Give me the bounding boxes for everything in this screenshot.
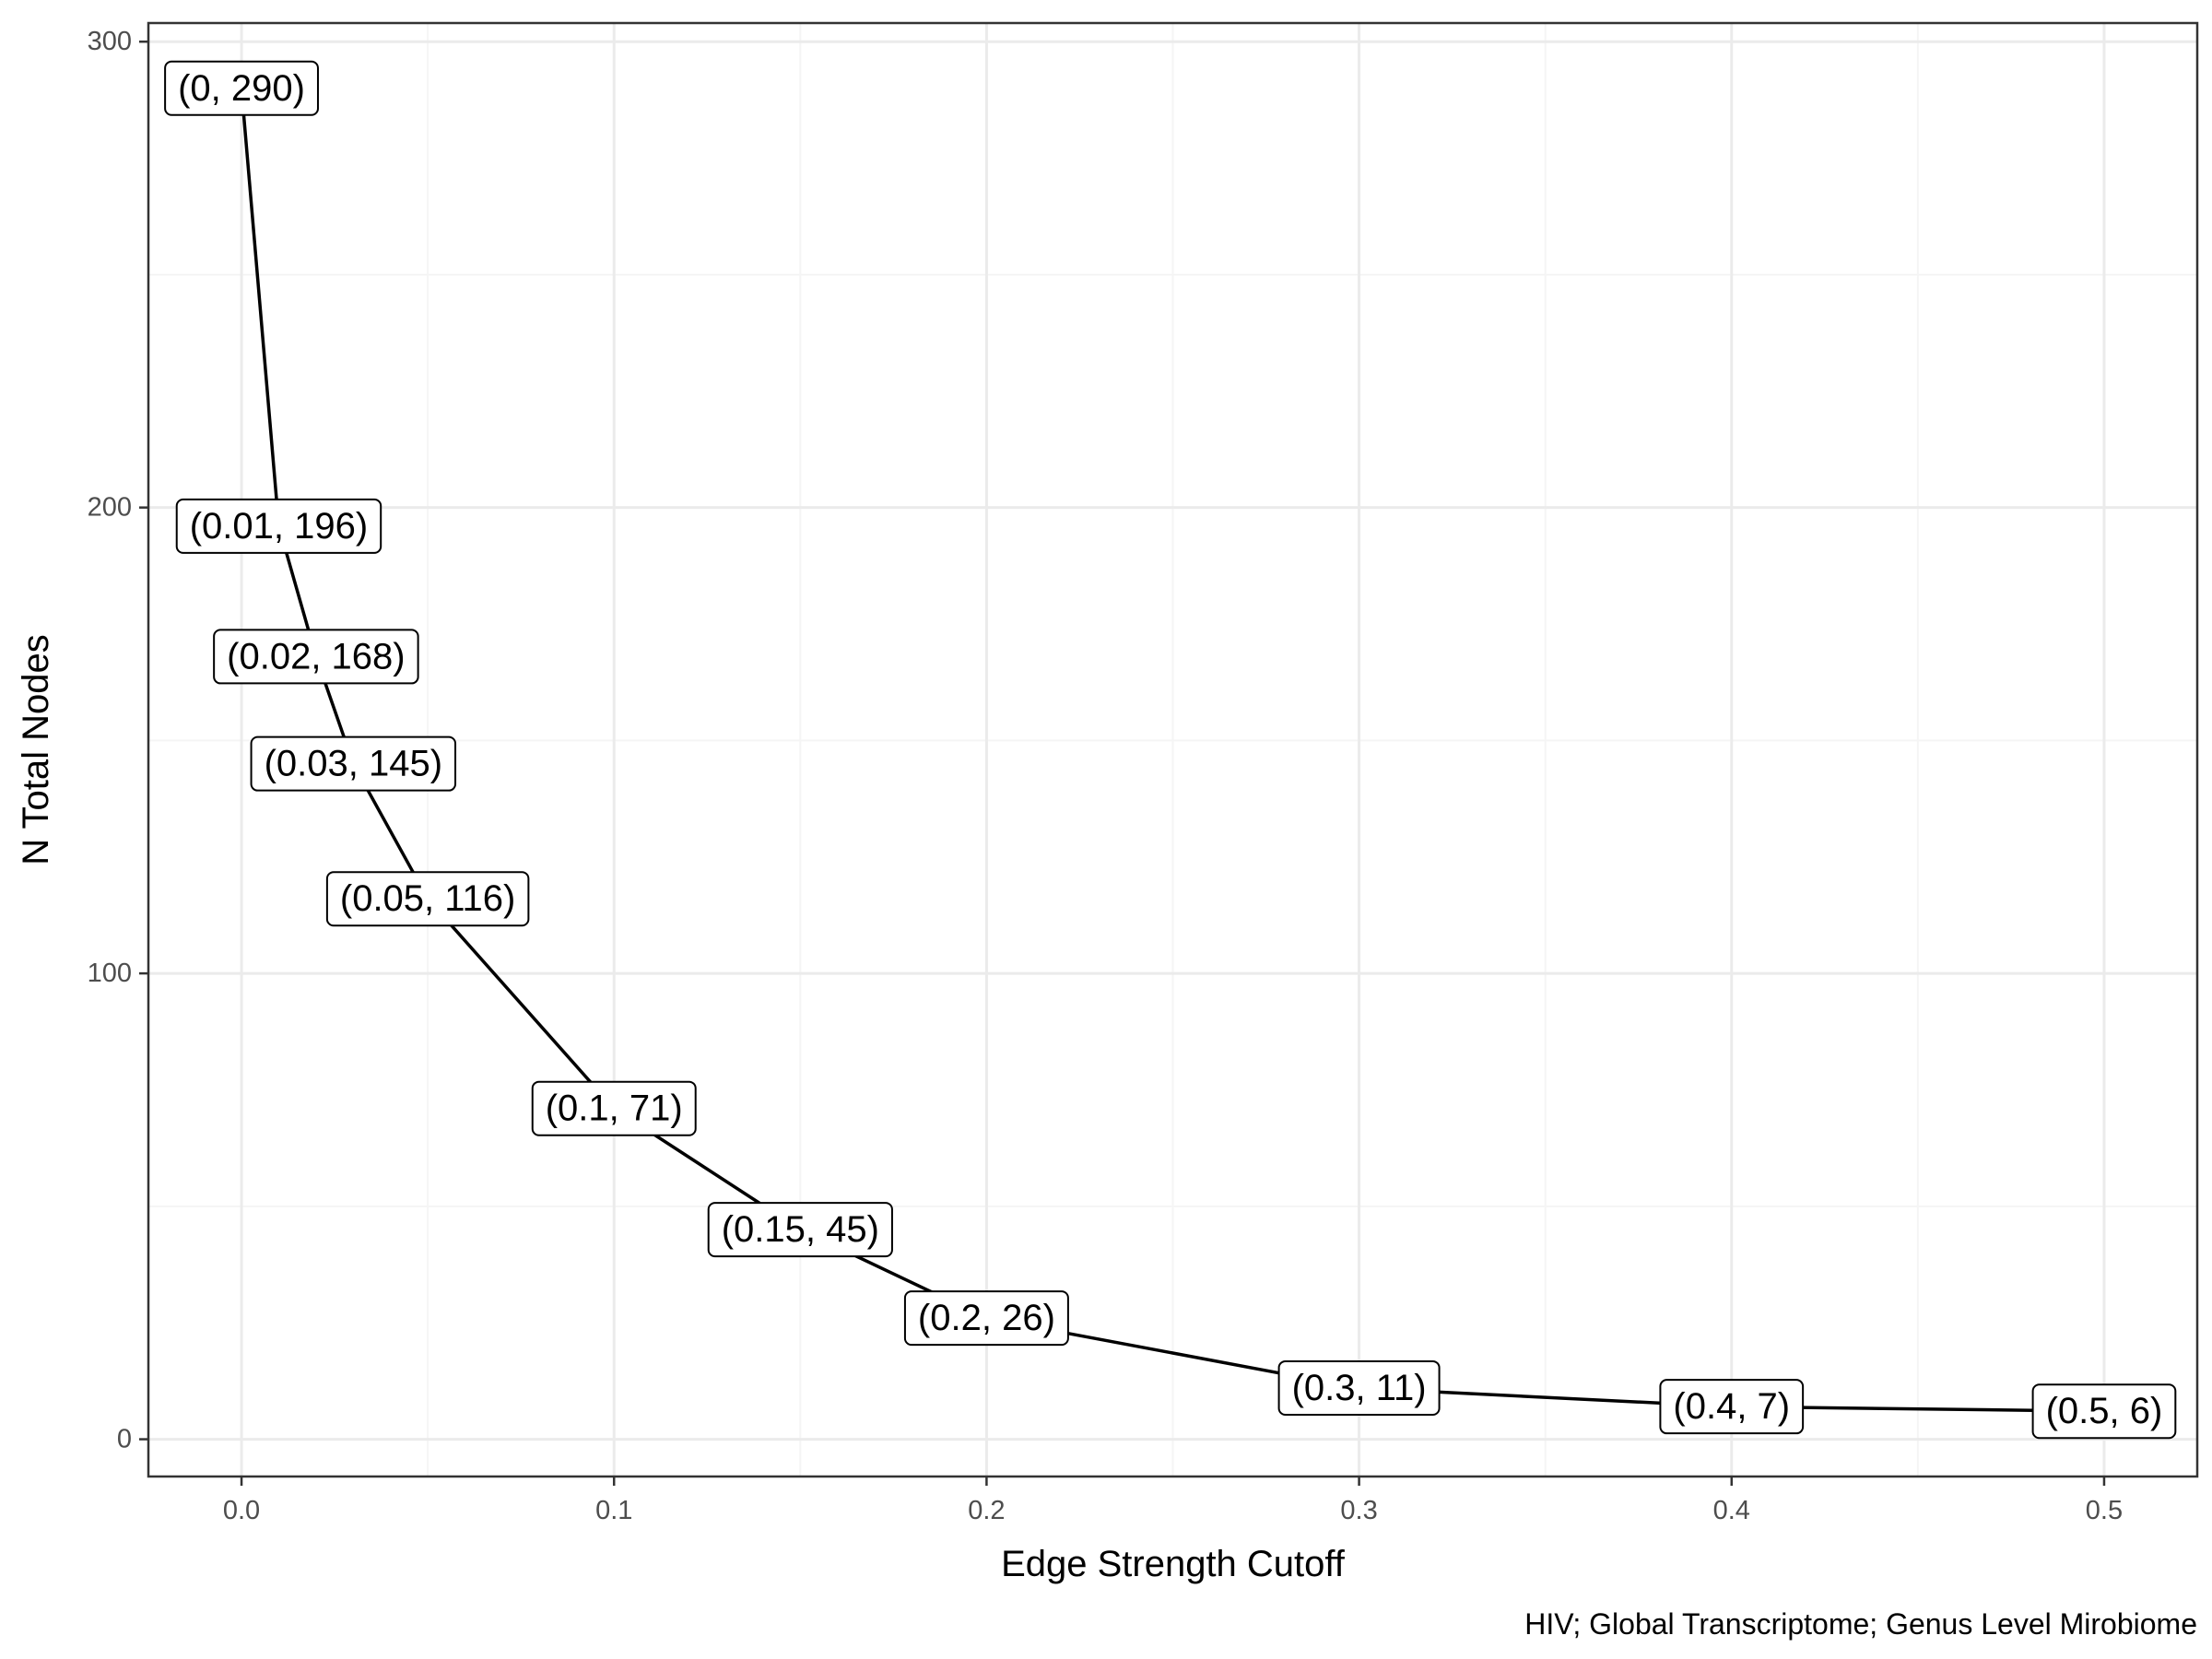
data-label: (0.2, 26) [903,1290,1069,1347]
y-axis-title: N Total Nodes [16,634,56,865]
data-label-text: (0.05, 116) [340,878,516,919]
grid [148,23,2197,1477]
data-label-text: (0.01, 196) [190,506,368,547]
data-label-box [2031,1383,2177,1440]
x-tick-label: 0.2 [968,1496,1005,1525]
data-label-text: (0.02, 168) [227,636,405,677]
data-label-box [213,629,419,685]
data-label-text: (0.5, 6) [2046,1391,2163,1431]
x-tick-label: 0.1 [595,1496,632,1525]
data-label: (0, 290) [164,60,319,116]
data-label-box [175,498,382,554]
data-label-box [1659,1379,1805,1435]
data-label-box [1277,1359,1441,1416]
data-label: (0.1, 71) [531,1080,697,1136]
y-tick-label: 100 [88,959,132,988]
axes: 0.0 0.1 0.2 0.3 0.4 0.5 0 100 200 300 [88,27,2124,1525]
x-tick-label: 0.0 [223,1496,260,1525]
data-label-text: (0.15, 45) [722,1209,879,1250]
x-tick-label: 0.3 [1340,1496,1377,1525]
chart-caption: HIV; Global Transcriptome; Genus Level M… [1524,1607,2197,1641]
data-label-box [250,735,457,792]
data-label: (0.01, 196) [175,498,382,554]
data-label-text: (0.1, 71) [546,1088,683,1129]
data-label-text: (0.2, 26) [918,1298,1055,1338]
x-tick-label: 0.4 [1713,1496,1750,1525]
y-tick-label: 0 [117,1425,132,1454]
panel-border [147,21,2199,1478]
data-label-box [707,1202,893,1258]
data-label: (0.4, 7) [1659,1379,1805,1435]
data-label-text: (0.4, 7) [1673,1386,1790,1427]
data-label-layer: (0, 290) (0.01, 196) (0.02, 168) (0.03, 145… [164,60,2177,1440]
data-label-box [903,1290,1069,1347]
x-tick-label: 0.5 [2086,1496,2123,1525]
data-label: (0.03, 145) [250,735,457,792]
data-label-box [164,60,319,116]
y-tick-label: 200 [88,493,132,523]
data-label-text: (0, 290) [178,68,305,109]
x-axis-title: Edge Strength Cutoff [1001,1544,1346,1584]
data-label-box [531,1080,697,1136]
data-label: (0.5, 6) [2031,1383,2177,1440]
data-label-box [325,871,530,927]
data-label: (0.3, 11) [1277,1359,1441,1416]
data-label: (0.05, 116) [325,871,530,927]
data-label: (0.15, 45) [707,1202,893,1258]
data-label-text: (0.03, 145) [265,744,442,784]
data-label: (0.02, 168) [213,629,419,685]
data-label-text: (0.3, 11) [1292,1368,1427,1408]
y-tick-label: 300 [88,27,132,56]
